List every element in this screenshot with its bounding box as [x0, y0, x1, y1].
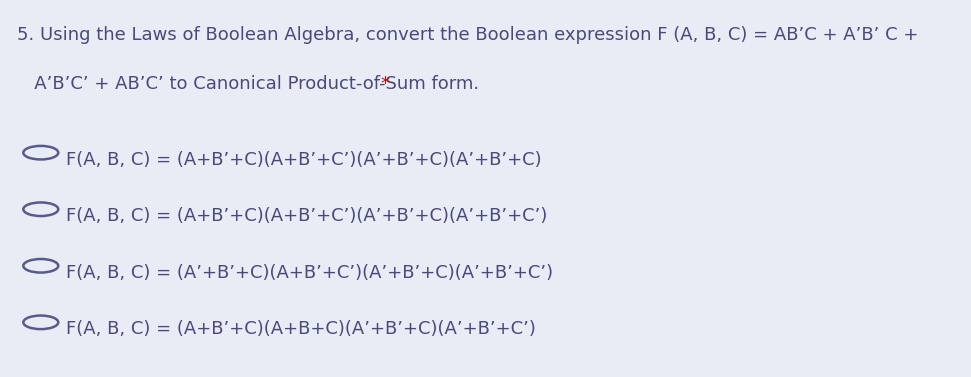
Text: F(A, B, C) = (A+B’+C)(A+B’+C’)(A’+B’+C)(A’+B’+C’): F(A, B, C) = (A+B’+C)(A+B’+C’)(A’+B’+C)(… [66, 207, 548, 225]
Text: F(A, B, C) = (A+B’+C)(A+B+C)(A’+B’+C)(A’+B’+C’): F(A, B, C) = (A+B’+C)(A+B+C)(A’+B’+C)(A’… [66, 320, 536, 339]
Text: A’B’C’ + AB’C’ to Canonical Product-of-Sum form.: A’B’C’ + AB’C’ to Canonical Product-of-S… [17, 75, 486, 93]
Text: *: * [381, 75, 389, 93]
Text: F(A, B, C) = (A+B’+C)(A+B’+C’)(A’+B’+C)(A’+B’+C): F(A, B, C) = (A+B’+C)(A+B’+C’)(A’+B’+C)(… [66, 151, 542, 169]
Text: 5. Using the Laws of Boolean Algebra, convert the Boolean expression F (A, B, C): 5. Using the Laws of Boolean Algebra, co… [17, 26, 919, 44]
Text: F(A, B, C) = (A’+B’+C)(A+B’+C’)(A’+B’+C)(A’+B’+C’): F(A, B, C) = (A’+B’+C)(A+B’+C’)(A’+B’+C)… [66, 264, 553, 282]
